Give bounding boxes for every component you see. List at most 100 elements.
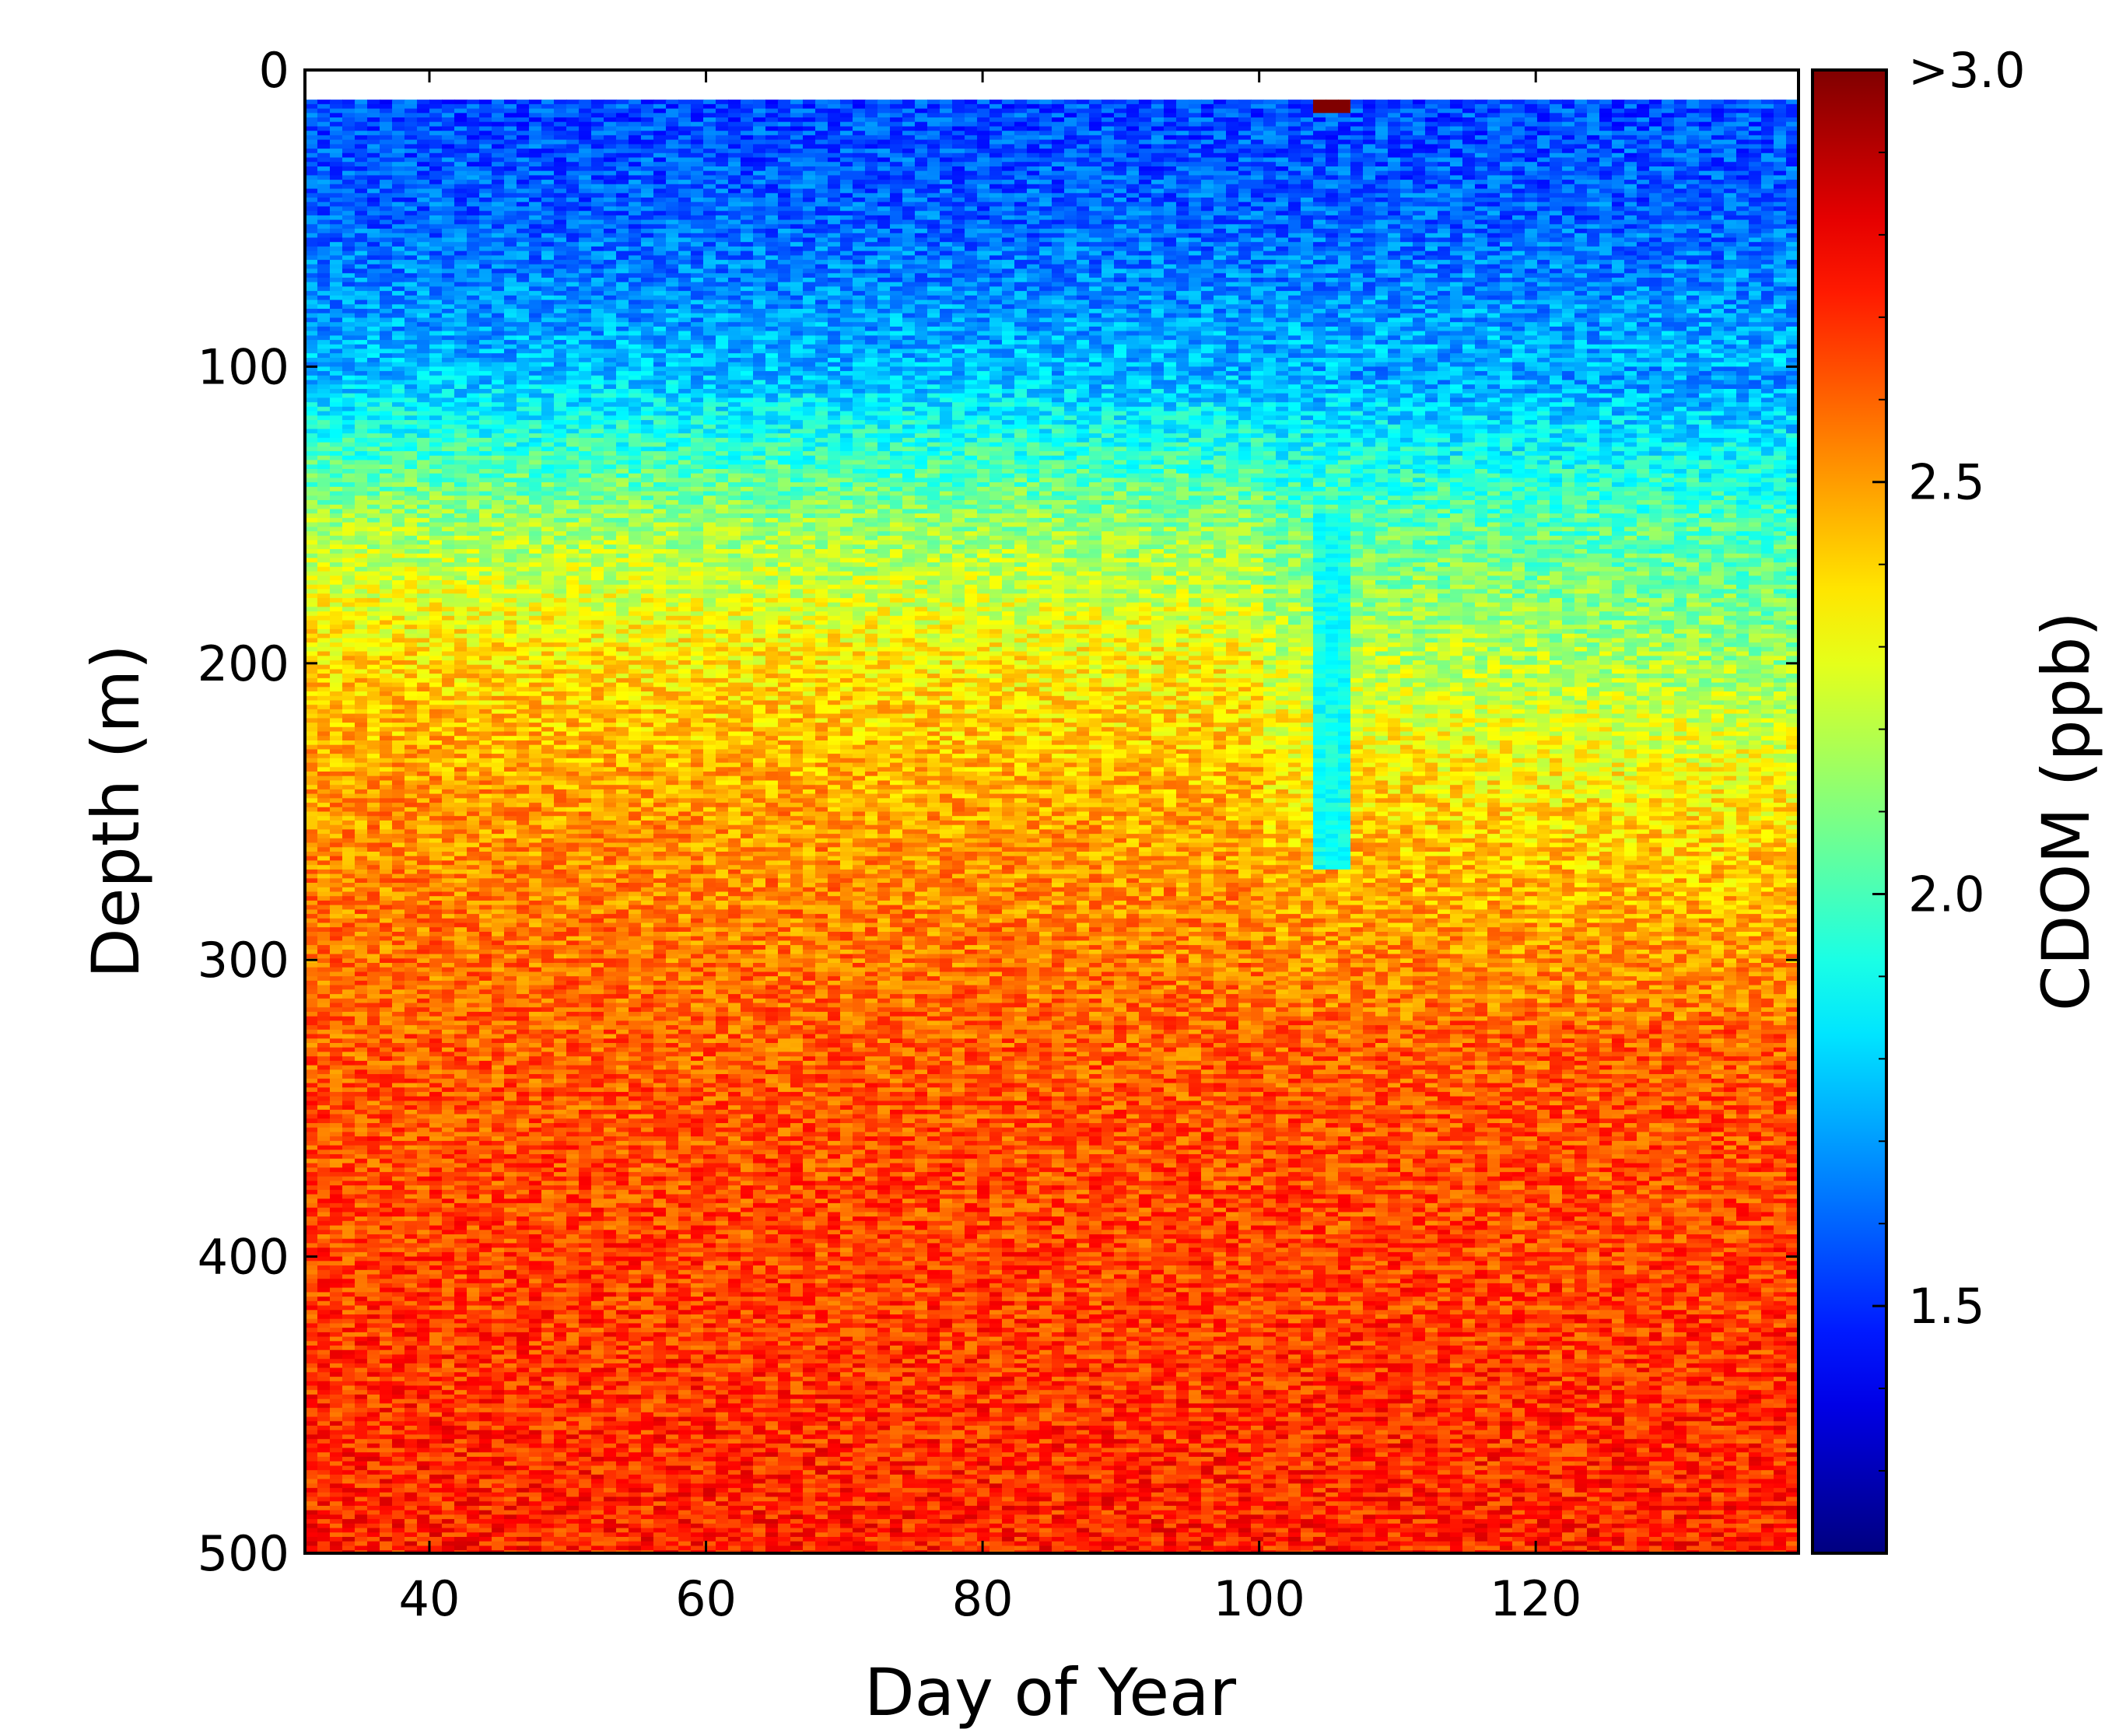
- heatmap-cell: [367, 1448, 380, 1454]
- heatmap-cell: [330, 562, 343, 568]
- heatmap-cell: [392, 1185, 405, 1191]
- heatmap-cell: [405, 1221, 418, 1227]
- heatmap-cell: [380, 642, 393, 648]
- heatmap-cell: [317, 394, 331, 399]
- heatmap-cell: [380, 433, 393, 439]
- heatmap-cell: [380, 972, 393, 978]
- heatmap-cell: [355, 1542, 368, 1547]
- heatmap-cell: [380, 371, 393, 376]
- heatmap-cell: [367, 291, 380, 296]
- heatmap-cell: [405, 1038, 418, 1044]
- heatmap-cell: [355, 541, 368, 546]
- heatmap-cell: [342, 642, 356, 648]
- heatmap-cell: [380, 776, 393, 782]
- heatmap-cell: [330, 224, 343, 229]
- heatmap-cell: [317, 1332, 331, 1338]
- heatmap-cell: [330, 954, 343, 960]
- heatmap-cell: [317, 950, 331, 955]
- heatmap-cell: [342, 1532, 356, 1538]
- heatmap-cell: [380, 919, 393, 924]
- heatmap-cell: [342, 456, 356, 461]
- heatmap-cell: [367, 909, 380, 915]
- heatmap-cell: [355, 153, 368, 159]
- heatmap-cell: [330, 1408, 343, 1413]
- heatmap-cell: [317, 1488, 331, 1493]
- heatmap-cell: [355, 825, 368, 831]
- heatmap-cell: [317, 1141, 331, 1146]
- heatmap-cell: [330, 1506, 343, 1511]
- heatmap-cell: [317, 603, 331, 608]
- heatmap-cell: [367, 318, 380, 324]
- heatmap-cell: [355, 714, 368, 719]
- heatmap-cell: [330, 1426, 343, 1431]
- heatmap-cell: [355, 304, 368, 310]
- heatmap-cell: [305, 1546, 318, 1552]
- heatmap-cell: [380, 1412, 393, 1418]
- heatmap-cell: [317, 634, 331, 639]
- heatmap-cell: [392, 1417, 405, 1423]
- heatmap-cell: [330, 1292, 343, 1297]
- heatmap-cell: [367, 812, 380, 817]
- heatmap-cell: [305, 1408, 318, 1413]
- heatmap-cell: [392, 376, 405, 381]
- heatmap-cell: [317, 1007, 331, 1013]
- heatmap-cell: [342, 914, 356, 919]
- heatmap-cell: [367, 184, 380, 190]
- heatmap-cell: [330, 705, 343, 710]
- heatmap-cell: [342, 1181, 356, 1186]
- heatmap-cell: [305, 718, 318, 723]
- heatmap-cell: [317, 807, 331, 813]
- heatmap-cell: [392, 1328, 405, 1333]
- heatmap-cell: [355, 1301, 368, 1307]
- heatmap-cell: [380, 291, 393, 296]
- heatmap-cell: [330, 976, 343, 982]
- heatmap-cell: [317, 1115, 331, 1120]
- heatmap-cell: [330, 940, 343, 946]
- heatmap-cell: [405, 384, 418, 390]
- heatmap-cell: [342, 438, 356, 443]
- heatmap-cell: [330, 1279, 343, 1284]
- heatmap-cell: [380, 1350, 393, 1356]
- heatmap-cell: [367, 487, 380, 492]
- heatmap-cell: [380, 1288, 393, 1293]
- heatmap-cell: [367, 945, 380, 950]
- heatmap-cell: [317, 162, 331, 167]
- heatmap-cell: [355, 950, 368, 955]
- heatmap-cell: [355, 438, 368, 443]
- heatmap-cell: [355, 1323, 368, 1328]
- heatmap-cell: [380, 1524, 393, 1529]
- heatmap-cell: [317, 794, 331, 800]
- heatmap-cell: [330, 914, 343, 919]
- heatmap-cell: [342, 206, 356, 212]
- heatmap-cell: [342, 220, 356, 226]
- heatmap-cell: [342, 976, 356, 982]
- heatmap-cell: [330, 518, 343, 523]
- heatmap-cell: [405, 415, 418, 421]
- heatmap-cell: [317, 309, 331, 314]
- heatmap-cell: [317, 798, 331, 803]
- heatmap-cell: [392, 456, 405, 461]
- heatmap-cell: [392, 1519, 405, 1524]
- heatmap-cell: [342, 1483, 356, 1489]
- heatmap-cell: [367, 1386, 380, 1391]
- heatmap-cell: [355, 1020, 368, 1026]
- heatmap-cell: [342, 1012, 356, 1017]
- heatmap-cell: [330, 474, 343, 479]
- heatmap-cell: [367, 189, 380, 194]
- heatmap-cell: [417, 131, 430, 136]
- heatmap-cell: [417, 464, 430, 470]
- heatmap-cell: [417, 611, 430, 617]
- heatmap-cell: [330, 536, 343, 541]
- heatmap-cell: [405, 362, 418, 368]
- heatmap-cell: [380, 945, 393, 950]
- heatmap-cell: [355, 286, 368, 292]
- heatmap-cell: [342, 420, 356, 425]
- heatmap-cell: [317, 1350, 331, 1356]
- heatmap-cell: [342, 1466, 356, 1472]
- heatmap-cell: [417, 527, 430, 532]
- heatmap-cell: [317, 1412, 331, 1418]
- heatmap-cell: [367, 1372, 380, 1377]
- heatmap-cell: [305, 687, 318, 692]
- heatmap-cell: [405, 985, 418, 991]
- heatmap-cell: [417, 233, 430, 239]
